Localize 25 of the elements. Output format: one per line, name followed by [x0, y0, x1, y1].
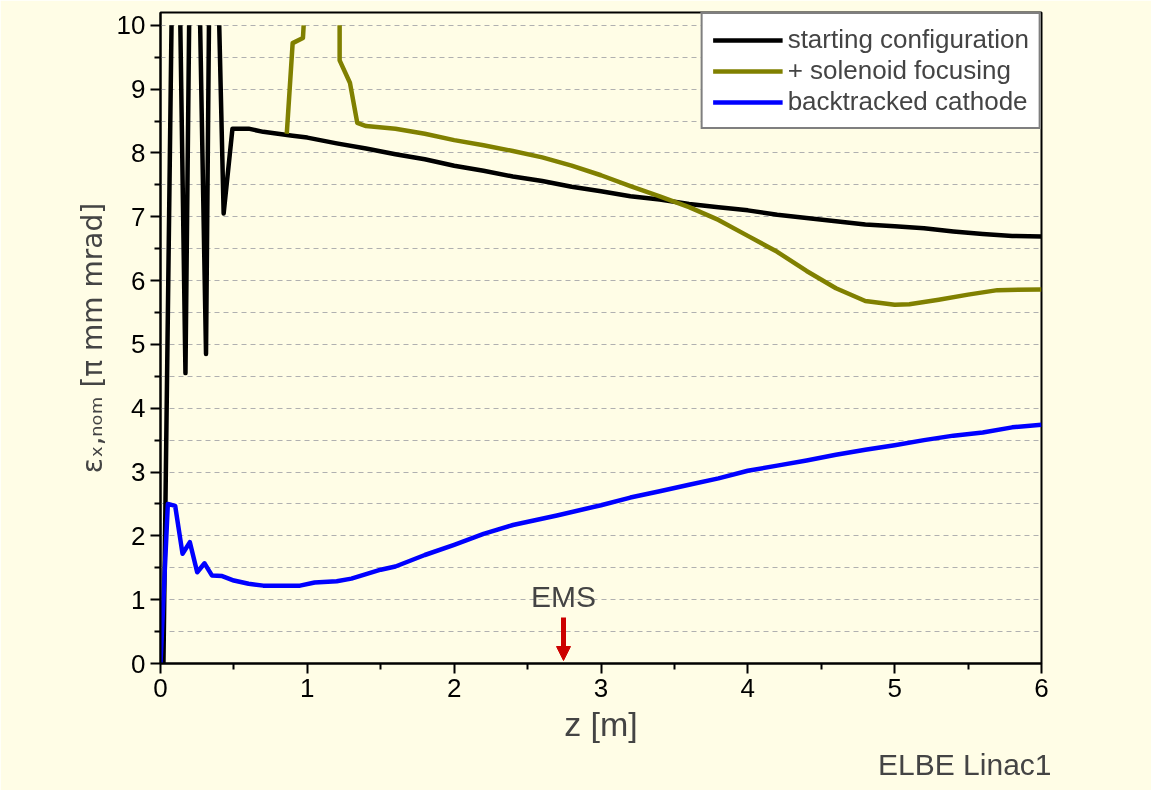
y-tick-label: 5 [131, 329, 146, 360]
legend-label: + solenoid focusing [787, 55, 1011, 86]
y-axis-title: εₓ,ₙₒₘ [π mm mrad] [75, 202, 109, 474]
y-tick-label: 2 [131, 520, 146, 551]
y-tick-label: 6 [131, 265, 146, 296]
x-axis-title: z [m] [564, 704, 638, 743]
x-tick-label: 6 [1034, 672, 1049, 703]
x-tick-label: 4 [740, 672, 756, 703]
legend-label: backtracked cathode [787, 86, 1028, 117]
y-tick-label: 10 [116, 10, 146, 41]
y-tick-label: 7 [131, 201, 146, 232]
y-tick-label: 8 [131, 137, 146, 168]
x-tick-label: 1 [300, 672, 315, 703]
y-tick-label: 0 [131, 648, 146, 679]
y-tick-label: 4 [131, 393, 146, 424]
legend-label: starting configuration [787, 24, 1029, 55]
y-tick-label: 1 [131, 584, 146, 615]
x-tick-label: 2 [446, 672, 462, 703]
x-tick-label: 5 [887, 672, 902, 703]
y-tick-label: 3 [131, 457, 146, 488]
y-tick-label: 9 [131, 74, 146, 105]
x-tick-label: 0 [153, 672, 168, 703]
annotation: EMS [531, 579, 597, 613]
x-tick-label: 3 [593, 672, 609, 703]
text: ELBE Linac1 [878, 747, 1052, 781]
